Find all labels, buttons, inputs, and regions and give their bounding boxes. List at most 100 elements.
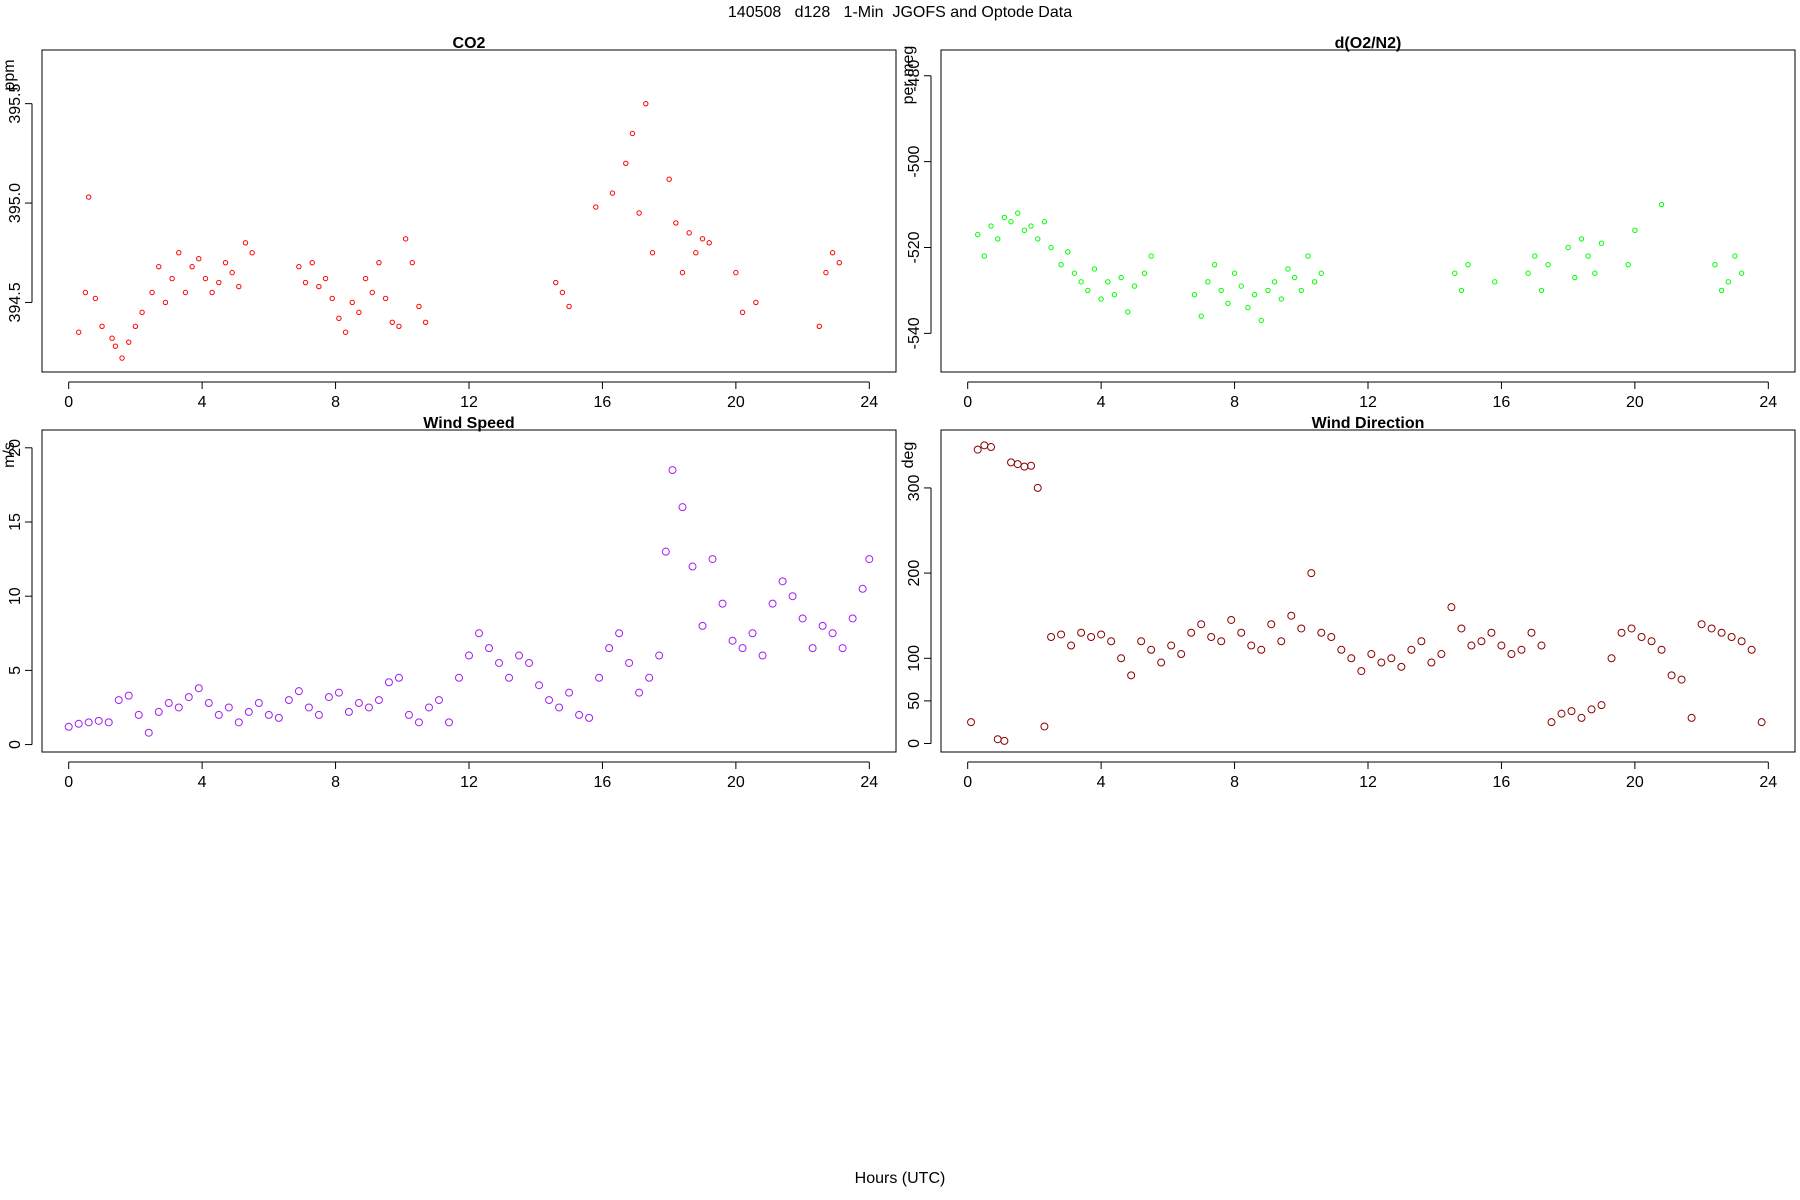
- data-point: [739, 309, 746, 316]
- y-tick-label: -520: [906, 231, 923, 263]
- data-point: [708, 555, 717, 564]
- data-point: [1137, 637, 1146, 646]
- data-point: [1265, 287, 1271, 294]
- data-point: [1305, 253, 1311, 259]
- data-point: [1585, 253, 1591, 259]
- data-point: [424, 703, 433, 712]
- data-point: [1285, 266, 1291, 272]
- data-point: [86, 194, 92, 200]
- y-tick-label: 0: [906, 739, 923, 748]
- data-point: [836, 259, 842, 266]
- data-point: [302, 279, 309, 286]
- data-point: [1607, 654, 1616, 663]
- data-point: [645, 673, 654, 682]
- data-point: [1357, 667, 1366, 676]
- y-tick-label: 100: [906, 645, 923, 672]
- data-point: [314, 710, 323, 719]
- x-tick-label: 4: [1097, 774, 1106, 791]
- data-point: [394, 673, 403, 682]
- data-point: [987, 443, 996, 452]
- data-point: [525, 658, 534, 667]
- data-point: [655, 651, 664, 660]
- data-point: [816, 323, 822, 329]
- data-point: [698, 621, 707, 630]
- x-tick-label: 24: [1759, 394, 1777, 411]
- data-point: [1707, 624, 1716, 633]
- data-point: [1537, 641, 1546, 650]
- data-point: [164, 699, 173, 708]
- data-point: [396, 323, 402, 329]
- data-point: [274, 713, 283, 722]
- data-point: [1020, 462, 1029, 471]
- data-point: [649, 250, 656, 256]
- data-points: [967, 441, 1766, 745]
- data-point: [635, 688, 644, 697]
- data-point: [559, 289, 566, 296]
- data-point: [409, 259, 415, 266]
- data-point: [1297, 624, 1306, 633]
- data-point: [1738, 270, 1745, 276]
- data-point: [1578, 236, 1585, 242]
- data-point: [1027, 461, 1036, 470]
- data-point: [82, 289, 89, 296]
- data-point: [1191, 292, 1198, 298]
- data-point: [1532, 253, 1538, 259]
- data-point: [575, 710, 584, 719]
- data-point: [1647, 637, 1656, 646]
- data-point: [1237, 628, 1246, 637]
- data-point: [296, 263, 302, 270]
- data-point: [162, 299, 169, 306]
- data-point: [126, 339, 132, 345]
- data-point: [242, 240, 249, 246]
- data-point: [1245, 304, 1251, 311]
- data-point: [189, 263, 195, 270]
- data-point: [1525, 270, 1531, 276]
- data-point: [376, 259, 382, 266]
- data-points: [64, 466, 874, 737]
- panel-title: Wind Direction: [1312, 415, 1425, 432]
- data-point: [686, 230, 692, 236]
- data-point: [623, 160, 629, 166]
- data-point: [1177, 650, 1186, 659]
- x-tick-label: 24: [860, 774, 878, 791]
- data-point: [334, 688, 343, 697]
- data-point: [229, 269, 235, 276]
- data-point: [1085, 287, 1091, 294]
- data-point: [224, 703, 233, 712]
- data-point: [585, 713, 594, 722]
- data-point: [818, 621, 827, 630]
- data-point: [1087, 633, 1096, 641]
- data-point: [1035, 236, 1041, 242]
- data-point: [416, 303, 422, 310]
- data-point: [475, 629, 484, 638]
- data-point: [661, 547, 670, 556]
- data-point: [1565, 244, 1571, 251]
- data-point: [1048, 244, 1054, 251]
- x-tick-label: 8: [1230, 774, 1239, 791]
- data-point: [1141, 270, 1148, 276]
- data-point: [1527, 628, 1536, 637]
- y-tick-label: 200: [906, 560, 923, 587]
- data-point: [1277, 637, 1286, 646]
- data-point: [1065, 249, 1071, 255]
- data-point: [1577, 713, 1586, 722]
- panel-title: d(O2/N2): [1335, 35, 1402, 52]
- y-tick-label: 394.5: [7, 282, 24, 322]
- x-tick-label: 12: [1359, 774, 1377, 791]
- data-point: [1507, 650, 1516, 659]
- panel-1: CO2 ppm 0 4 8 12 16 20 24 394.5 395.0 395.5: [1, 35, 897, 411]
- x-tick-label: 24: [860, 394, 878, 411]
- data-point: [1625, 261, 1631, 268]
- y-tick-label: -480: [906, 60, 923, 92]
- data-point: [593, 204, 599, 210]
- data-point: [728, 636, 737, 645]
- data-point: [112, 343, 119, 349]
- data-point: [134, 710, 143, 719]
- y-tick-label: 300: [906, 474, 923, 501]
- data-point: [336, 315, 342, 322]
- data-point: [1717, 628, 1726, 637]
- data-point: [1107, 637, 1116, 646]
- data-point: [1747, 645, 1756, 654]
- data-point: [858, 584, 867, 593]
- data-point: [349, 299, 355, 306]
